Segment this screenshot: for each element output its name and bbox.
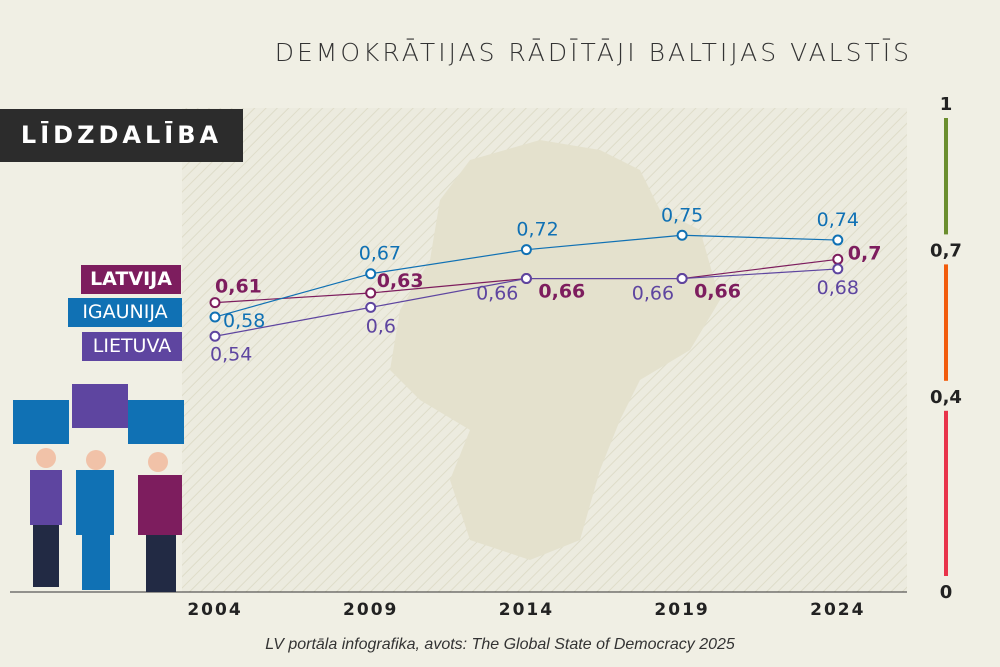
legend-latvija: LATVIJA <box>81 265 181 294</box>
x-tick-label: 2009 <box>343 600 398 620</box>
scale-tick-label: 0,4 <box>930 387 962 408</box>
data-label: 0,54 <box>210 343 252 365</box>
x-tick-label: 2004 <box>187 600 242 620</box>
scale-band <box>944 118 948 235</box>
data-label: 0,66 <box>538 281 585 303</box>
x-tick-label: 2024 <box>810 600 865 620</box>
data-point <box>209 330 221 342</box>
x-tick-label: 2019 <box>654 600 709 620</box>
legend-lietuva: LIETUVA <box>82 332 182 361</box>
page-title: DEMOKRĀTIJAS RĀDĪTĀJI BALTIJAS VALSTĪS <box>274 38 912 67</box>
data-label: 0,63 <box>377 270 424 292</box>
data-point <box>832 253 844 265</box>
data-label: 0,7 <box>848 242 882 264</box>
data-point <box>676 273 688 285</box>
data-point <box>209 297 221 309</box>
data-label: 0,66 <box>632 283 674 305</box>
data-point <box>832 263 844 275</box>
source-note: LV portāla infografika, avots: The Globa… <box>265 636 735 653</box>
scale-band <box>944 264 948 381</box>
scale-tick-label: 1 <box>940 94 953 115</box>
scale-tick-label: 0,7 <box>930 240 962 261</box>
map-silhouette <box>390 140 720 560</box>
data-label: 0,72 <box>516 219 558 241</box>
scale-tick-label: 0 <box>940 582 953 603</box>
data-label: 0,6 <box>366 315 396 337</box>
data-point <box>520 244 532 256</box>
x-tick-label: 2014 <box>499 600 554 620</box>
data-label: 0,61 <box>215 276 262 298</box>
data-label: 0,58 <box>223 310 265 332</box>
section-title: LĪDZDALĪBA <box>0 109 243 162</box>
legend-igaunija: IGAUNIJA <box>68 298 182 327</box>
data-point <box>832 234 844 246</box>
data-point <box>365 301 377 313</box>
data-point <box>365 268 377 280</box>
data-point <box>365 287 377 299</box>
scale-band <box>944 410 948 576</box>
people-illustration <box>13 384 184 592</box>
data-label: 0,66 <box>476 283 518 305</box>
data-label: 0,75 <box>661 204 703 226</box>
data-label: 0,67 <box>359 243 401 265</box>
data-point <box>209 311 221 323</box>
data-label: 0,66 <box>694 281 741 303</box>
data-point <box>676 229 688 241</box>
data-label: 0,74 <box>817 209 859 231</box>
data-label: 0,68 <box>817 277 859 299</box>
data-point <box>520 273 532 285</box>
